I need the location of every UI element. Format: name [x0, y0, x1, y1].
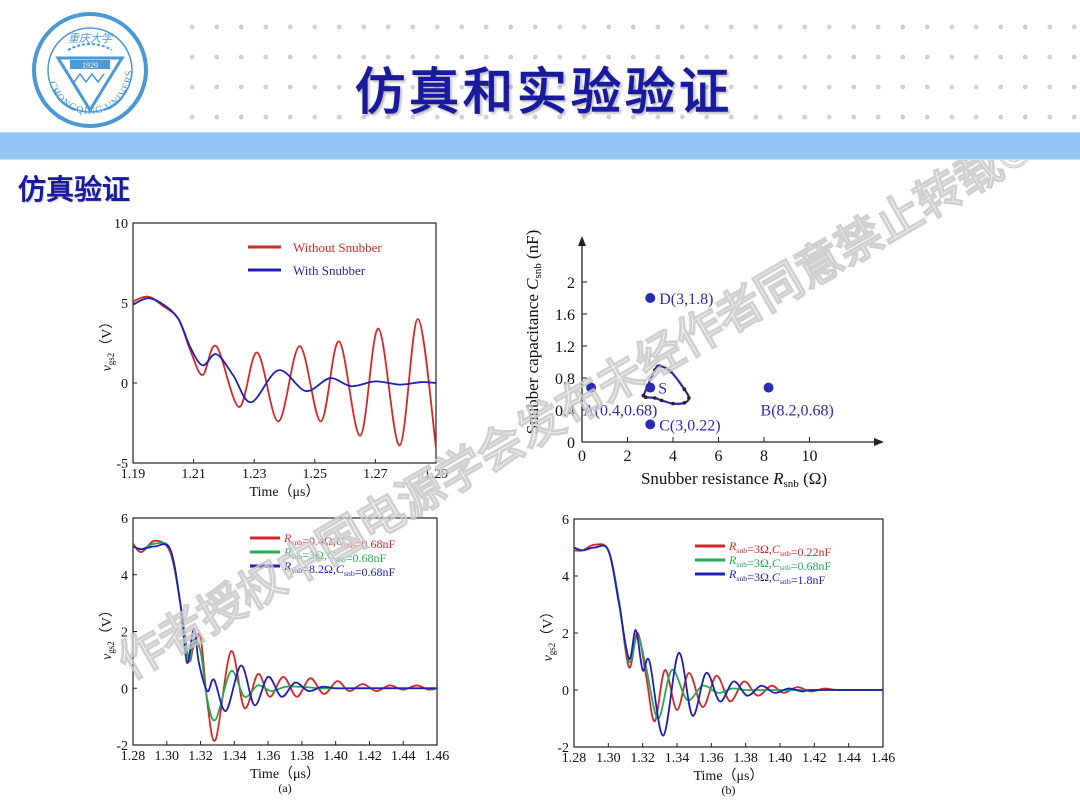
series-line — [574, 544, 883, 737]
figure-caption: (a) — [278, 781, 291, 795]
y-tick-label: 2 — [562, 627, 569, 642]
x-tick-label: 1.21 — [181, 467, 206, 482]
x-tick-label: 1.28 — [121, 749, 146, 764]
chart-varying-resistance: 1.28 1.30 1.32 1.34 1.36 1.38 1.40 1.42 1.44 1.46… — [99, 512, 450, 795]
x-tick-label: 1.29 — [424, 467, 449, 482]
x-tick-label: 1.28 — [562, 751, 587, 766]
y-tick-label: 6 — [121, 512, 128, 527]
svg-text:Rsnb=3Ω,Csnb=0.22nF: Rsnb=3Ω,Csnb=0.22nF — [728, 539, 832, 559]
svg-text:Rsnb=3Ω,Csnb=1.8nF: Rsnb=3Ω,Csnb=1.8nF — [728, 567, 826, 587]
y-axis-label: vgs2（V） — [540, 605, 557, 662]
design-point-label: D(3,1.8) — [659, 291, 713, 308]
svg-text:Without Snubber: Without Snubber — [293, 240, 382, 255]
y-axis-label: Snubber capacitance Csnb (nF) — [523, 230, 544, 435]
x-tick-label: 2 — [623, 448, 631, 465]
x-tick-label: 1.40 — [768, 751, 793, 766]
y-tick-label: 2 — [121, 626, 128, 641]
x-tick-label: 1.32 — [630, 751, 655, 766]
y-tick-label: 1.2 — [555, 339, 575, 356]
x-tick-label: 1.32 — [188, 749, 213, 764]
legend: Rsnb=3Ω,Csnb=0.22nFRsnb=3Ω,Csnb=0.68nFRs… — [695, 539, 832, 587]
x-tick-label: 1.36 — [256, 749, 281, 764]
logo-year: 1929 — [82, 61, 98, 70]
figure-caption: (b) — [722, 783, 736, 797]
x-axis-label: Time（μs） — [249, 484, 319, 500]
x-axis-label: Time（μs） — [250, 766, 320, 782]
university-logo: 1929 重庆大学 CHONGQING UNIVERSITY — [26, 2, 150, 130]
x-tick-label: 1.42 — [357, 749, 382, 764]
y-tick-label: 1.6 — [555, 307, 575, 324]
y-tick-label: 0 — [121, 377, 128, 392]
x-tick-label: 1.30 — [155, 749, 180, 764]
y-tick-label: 0 — [567, 435, 575, 452]
legend: Rsnb=0.4Ω,Csnb=0.68nFRsnb=3Ω,Csnb=0.68nF… — [250, 531, 396, 579]
x-tick-label: 1.25 — [303, 467, 328, 482]
chart-rc-design-space: 0 2 4 6 8 10 0 0.4 0.8 1.2 1.6 2 Snubber resistance … — [523, 230, 884, 490]
x-tick-label: 1.42 — [802, 751, 827, 766]
y-tick-label: 4 — [562, 570, 569, 585]
y-tick-label: 6 — [562, 513, 569, 528]
x-axis-label: Snubber resistance Rsnb (Ω) — [641, 469, 827, 490]
svg-text:Rsnb=3Ω,Csnb=0.68nF: Rsnb=3Ω,Csnb=0.68nF — [283, 545, 387, 565]
x-tick-label: 1.40 — [323, 749, 348, 764]
page-title: 仿真和实验验证 — [355, 62, 733, 121]
svg-text:Rsnb=8.2Ω,Csnb=0.68nF: Rsnb=8.2Ω,Csnb=0.68nF — [283, 559, 396, 579]
design-point — [586, 382, 597, 393]
header-dot-pattern — [180, 12, 1080, 132]
x-tick-label: 1.34 — [222, 749, 247, 764]
svg-text:Rsnb=0.4Ω,Csnb=0.68nF: Rsnb=0.4Ω,Csnb=0.68nF — [283, 531, 396, 551]
plot-frame — [132, 222, 437, 464]
y-tick-label: 10 — [114, 217, 128, 232]
x-axis-label: Time（μs） — [693, 768, 763, 784]
x-tick-label: 1.30 — [596, 751, 621, 766]
x-tick-label: 10 — [801, 448, 817, 465]
design-point-label: C(3,0.22) — [659, 417, 720, 434]
legend: Without Snubber With Snubber — [248, 240, 382, 278]
design-point — [645, 293, 656, 303]
x-tick-label: 1.44 — [836, 751, 861, 766]
x-tick-label: 1.34 — [665, 751, 690, 766]
x-tick-label: 1.36 — [699, 751, 724, 766]
series-line — [133, 297, 436, 404]
x-tick-label: 6 — [714, 448, 722, 465]
x-tick-label: 1.23 — [242, 467, 267, 482]
series-line — [133, 543, 437, 712]
x-tick-label: 1.46 — [425, 749, 450, 764]
x-tick-label: 1.38 — [290, 749, 315, 764]
design-point — [645, 382, 656, 393]
chart-snubber-comparison: 1.19 1.21 1.23 1.25 1.27 1.29 -5 0 5 10 Time（μs） vg… — [99, 217, 449, 500]
y-tick-label: -5 — [116, 457, 128, 472]
x-tick-label: 1.27 — [363, 467, 388, 482]
y-tick-label: 5 — [121, 297, 128, 312]
x-tick-label: 1.38 — [733, 751, 758, 766]
header-band — [0, 132, 1080, 160]
design-point-label: A(0.4,0.68) — [583, 403, 657, 420]
svg-text:Rsnb=3Ω,Csnb=0.68nF: Rsnb=3Ω,Csnb=0.68nF — [728, 553, 832, 573]
y-tick-label: 4 — [121, 569, 128, 584]
y-axis-label: vgs2（V） — [99, 315, 116, 372]
x-tick-label: 8 — [760, 448, 768, 465]
y-tick-label: -2 — [116, 739, 128, 754]
y-tick-label: 0 — [121, 682, 128, 697]
x-tick-label: 1.19 — [121, 467, 146, 482]
y-axis-label: vgs2（V） — [99, 603, 116, 660]
x-tick-label: 0 — [578, 448, 586, 465]
design-point — [645, 419, 656, 430]
design-point — [763, 382, 774, 393]
design-point-label: S — [658, 381, 667, 398]
x-tick-label: 4 — [669, 448, 677, 465]
x-tick-label: 1.46 — [871, 751, 896, 766]
y-tick-label: 0 — [562, 684, 569, 699]
chart-varying-capacitance: 1.28 1.30 1.32 1.34 1.36 1.38 1.40 1.42 1.44 1.46… — [540, 513, 896, 797]
y-tick-label: -2 — [557, 741, 569, 756]
y-tick-label: 0.4 — [555, 403, 575, 420]
y-tick-label: 2 — [567, 275, 575, 292]
design-point-label: B(8.2,0.68) — [761, 403, 834, 420]
x-tick-label: 1.44 — [391, 749, 416, 764]
logo-top-text: 重庆大学 — [68, 32, 114, 45]
svg-text:With Snubber: With Snubber — [293, 263, 366, 278]
section-title: 仿真验证 — [18, 173, 131, 206]
y-tick-label: 0.8 — [555, 371, 575, 388]
